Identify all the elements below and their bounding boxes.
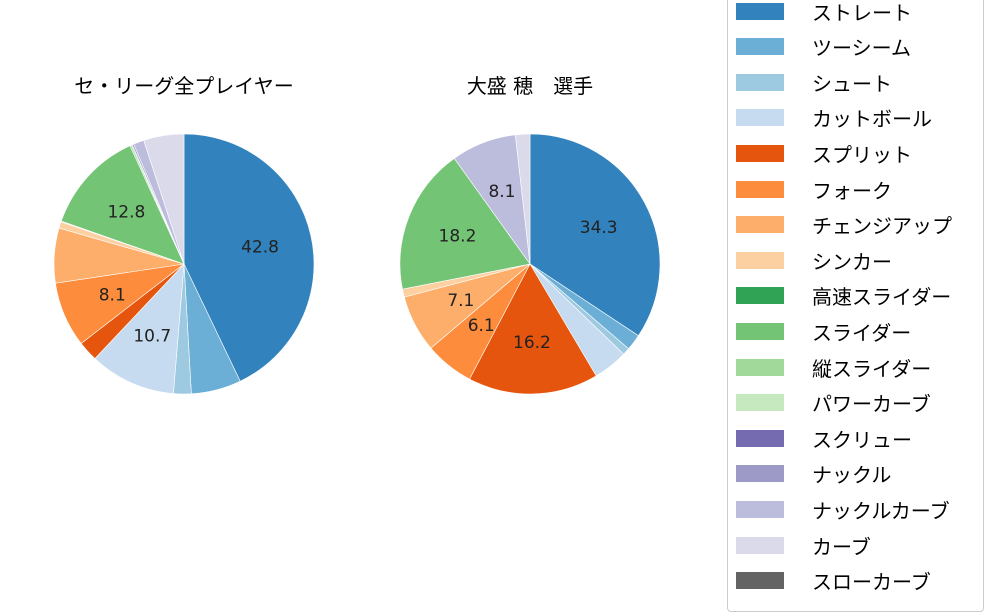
- pie-slice: [60, 145, 185, 265]
- legend-label: 縦スライダー: [812, 356, 932, 381]
- slice-label: 6.1: [468, 316, 495, 336]
- pie-slice: [183, 133, 315, 382]
- legend-item: シュート: [736, 70, 892, 96]
- legend-swatch: [736, 216, 784, 234]
- slice-label: 10.7: [133, 326, 171, 346]
- pie-slice: [399, 157, 531, 290]
- legend-swatch: [736, 251, 784, 269]
- legend-item: ナックル: [736, 462, 892, 488]
- legend-item: フォーク: [736, 177, 892, 203]
- legend-label: シュート: [812, 71, 892, 96]
- legend-label: チェンジアップ: [812, 214, 952, 239]
- legend-item: パワーカーブ: [736, 391, 931, 417]
- legend-label: 高速スライダー: [812, 285, 952, 310]
- legend-swatch: [736, 2, 784, 20]
- legend-label: シンカー: [812, 249, 892, 274]
- legend-label: スローカーブ: [812, 570, 931, 595]
- legend-swatch: [736, 38, 784, 56]
- legend-swatch: [736, 536, 784, 554]
- pie-league: 42.8 10.7 8.1 12.8: [53, 133, 315, 395]
- pie-slice: [514, 133, 531, 265]
- pie-player: 34.3 16.2 6.1 7.1 18.2 8.1: [399, 133, 661, 395]
- chart-title-league: セ・リーグ全プレイヤー: [74, 74, 294, 98]
- pie-charts: 42.8 10.7 8.1 12.8 34.3 16.2 6.1 7.1 18.2 8.1: [53, 133, 661, 395]
- legend-swatch: [736, 144, 784, 162]
- legend-swatch: [736, 109, 784, 127]
- slice-label: 8.1: [488, 182, 515, 202]
- legend-swatch: [736, 394, 784, 412]
- legend-label: ストレート: [812, 0, 912, 25]
- slice-label: 8.1: [99, 286, 126, 306]
- legend-swatch: [736, 500, 784, 518]
- legend-label: ツーシーム: [812, 36, 911, 61]
- legend-label: スクリュー: [812, 427, 912, 452]
- legend-swatch: [736, 429, 784, 447]
- legend-swatch: [736, 287, 784, 305]
- legend-item: ナックルカーブ: [736, 497, 950, 523]
- legend: ストレートツーシームシュートカットボール スプリットフォークチェンジアップ シンカー…: [727, 0, 984, 612]
- legend-label: カーブ: [812, 534, 871, 559]
- legend-label: ナックル: [812, 463, 892, 488]
- legend-swatch: [736, 73, 784, 91]
- chart-title-player: 大盛 穂 選手: [466, 74, 594, 98]
- legend-label: フォーク: [812, 178, 892, 203]
- legend-label: パワーカーブ: [812, 392, 931, 417]
- legend-item: カーブ: [736, 533, 871, 559]
- legend-swatch: [736, 465, 784, 483]
- pie-slice: [143, 133, 185, 265]
- legend-label: スライダー: [812, 320, 912, 345]
- legend-item: スライダー: [736, 319, 912, 345]
- legend-item: チェンジアップ: [736, 213, 952, 239]
- legend-item: スプリット: [736, 141, 912, 167]
- legend-item: 縦スライダー: [736, 355, 932, 381]
- legend-item: 高速スライダー: [736, 284, 952, 310]
- legend-swatch: [736, 572, 784, 590]
- slice-label: 18.2: [439, 226, 477, 246]
- legend-item: カットボール: [736, 106, 932, 132]
- legend-swatch: [736, 358, 784, 376]
- slice-label: 34.3: [580, 218, 618, 238]
- slice-label: 42.8: [241, 238, 279, 258]
- legend-swatch: [736, 180, 784, 198]
- slice-label: 12.8: [107, 202, 145, 222]
- pie-slice: [94, 263, 185, 394]
- legend-label: ナックルカーブ: [812, 498, 950, 523]
- legend-label: スプリット: [812, 142, 912, 167]
- legend-item: シンカー: [736, 248, 892, 274]
- legend-item: スクリュー: [736, 426, 912, 452]
- slice-label: 16.2: [513, 333, 551, 353]
- legend-swatch: [736, 322, 784, 340]
- legend-label: カットボール: [812, 107, 932, 132]
- legend-item: スローカーブ: [736, 569, 931, 595]
- legend-item: ツーシーム: [736, 35, 911, 61]
- pie-slice: [469, 263, 597, 395]
- legend-item: ストレート: [736, 0, 912, 25]
- slice-label: 7.1: [447, 291, 474, 311]
